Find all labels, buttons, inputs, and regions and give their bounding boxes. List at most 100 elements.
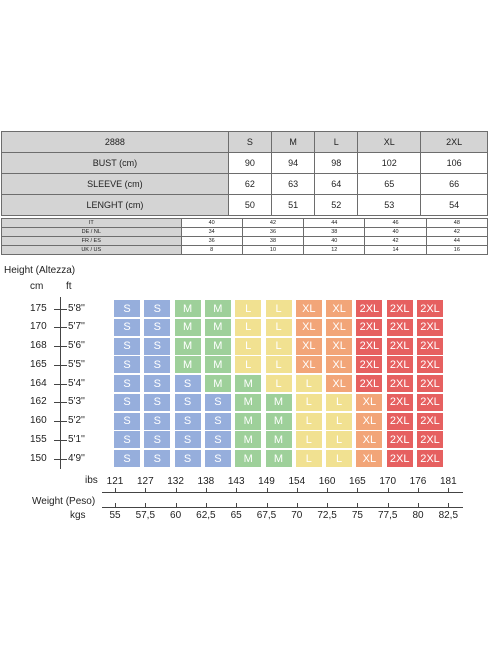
conversion-cell: 10	[241, 245, 305, 255]
kgs-tick-label: 77,5	[377, 510, 398, 521]
height-tick	[61, 308, 67, 310]
size-grid-cell: S	[144, 450, 171, 467]
conversion-row: FR / ES 36 38 40 42 44	[1, 236, 489, 246]
lbs-tick	[205, 488, 207, 493]
size-grid-cell: L	[265, 356, 292, 374]
size-grid-cell: M	[235, 450, 262, 467]
size-grid-cell: 2XL	[386, 375, 413, 392]
height-tick	[54, 402, 60, 404]
lbs-tick-label: 170	[379, 476, 397, 487]
conversion-row-label: UK / US	[1, 245, 182, 255]
size-grid-cell: L	[265, 337, 292, 355]
conversion-cell: 44	[303, 218, 366, 228]
kgs-tick-label: 62,5	[196, 510, 216, 521]
conversion-cell: 16	[425, 245, 489, 255]
size-grid-cell: 2XL	[386, 337, 413, 355]
size-grid-cell: L	[235, 337, 262, 355]
conversion-cell: 40	[303, 236, 366, 246]
kgs-tick-label: 60	[170, 510, 182, 521]
size-grid-cell: M	[235, 375, 262, 392]
size-grid-cell: S	[144, 375, 171, 392]
size-table: 2888 S M L XL 2XL BUST (cm) 90 94 98 102 106 SLEEVE …	[1, 131, 488, 216]
size-grid-cell: 2XL	[417, 393, 443, 411]
height-tick	[61, 421, 67, 422]
size-grid-cell: 2XL	[417, 375, 443, 392]
lbs-tick	[236, 488, 238, 493]
kgs-tick	[418, 503, 419, 508]
size-grid-cell: XL	[295, 300, 322, 317]
conversion-row-label: IT	[1, 218, 182, 228]
lbs-unit-label: ibs	[85, 475, 98, 486]
size-grid-cell: S	[174, 431, 201, 449]
height-cm-label: 175	[30, 302, 47, 314]
size-grid-cell: S	[174, 393, 201, 411]
height-tick	[54, 458, 60, 460]
lbs-tick	[115, 488, 116, 493]
height-tick	[61, 402, 67, 404]
size-header-cell: M	[270, 131, 316, 153]
height-cm-label: 164	[30, 377, 47, 389]
size-grid-cell: S	[114, 412, 140, 430]
size-header-cell: XL	[357, 131, 422, 153]
lbs-tick-label: 149	[258, 476, 275, 487]
conversion-cell: 34	[180, 227, 243, 237]
height-ft-label: 5'5''	[68, 358, 85, 370]
size-grid-cell: M	[204, 300, 231, 317]
size-grid-cell: L	[235, 300, 262, 317]
kgs-tick	[175, 503, 177, 508]
kgs-tick-label: 55	[109, 510, 121, 521]
size-grid-cell: XL	[356, 393, 383, 411]
size-grid-cell: 2XL	[356, 318, 383, 336]
lbs-tick-label: 121	[106, 476, 124, 487]
size-cell: 63	[270, 173, 316, 195]
size-grid-cell: XL	[356, 450, 383, 467]
size-grid-cell: S	[144, 356, 171, 374]
size-grid-cell: 2XL	[356, 375, 383, 392]
lbs-tick-label: 138	[197, 476, 215, 487]
size-cell: 52	[314, 194, 359, 216]
size-grid-cell: XL	[326, 318, 353, 336]
height-tick	[61, 346, 67, 347]
size-grid-cell: S	[174, 375, 201, 392]
conversion-cell: 42	[425, 227, 489, 237]
height-ft-label: 5'6''	[68, 340, 85, 351]
size-grid-cell: L	[326, 450, 353, 467]
size-row-label: LENGHT (cm)	[1, 194, 229, 216]
kgs-tick	[327, 503, 329, 508]
size-grid-cell: M	[174, 300, 201, 317]
kgs-tick-label: 65	[230, 510, 242, 521]
size-grid-cell: 2XL	[417, 300, 443, 317]
kgs-tick-label: 67,5	[256, 510, 277, 521]
size-cell: 50	[227, 194, 273, 216]
size-header-row: 2888 S M L XL 2XL	[1, 131, 488, 153]
lbs-axis-line	[102, 492, 463, 493]
conversion-cell: 38	[241, 236, 305, 246]
height-cm-label: 150	[30, 452, 47, 464]
size-grid-cell: S	[114, 450, 140, 467]
kgs-tick	[448, 503, 450, 508]
height-tick	[61, 327, 67, 329]
size-grid-cell: 2XL	[417, 412, 443, 430]
size-grid-cell: XL	[295, 318, 322, 336]
size-grid-cell: M	[265, 431, 292, 449]
kgs-tick-label: 82,5	[438, 510, 459, 521]
size-grid-cell: 2XL	[417, 337, 443, 355]
height-cm-label: 162	[30, 396, 47, 408]
lbs-tick-label: 127	[136, 476, 154, 487]
size-grid-cell: M	[204, 337, 231, 355]
lbs-tick-label: 160	[318, 476, 336, 487]
size-cell: 94	[270, 152, 316, 174]
conversion-row-label: FR / ES	[1, 236, 182, 246]
kgs-tick	[205, 503, 207, 508]
conversion-cell: 46	[364, 218, 427, 228]
conversion-cell: 44	[425, 236, 489, 246]
size-grid-cell: 2XL	[417, 318, 443, 336]
size-row-label: SLEEVE (cm)	[1, 173, 229, 195]
conversion-cell: 36	[180, 236, 243, 246]
lbs-tick-label: 165	[349, 476, 366, 487]
kgs-tick	[145, 503, 147, 508]
kgs-unit-label: kgs	[70, 510, 86, 521]
size-grid-cell: S	[204, 393, 231, 411]
size-grid-cell: L	[295, 431, 322, 449]
size-grid-cell: XL	[356, 412, 383, 430]
